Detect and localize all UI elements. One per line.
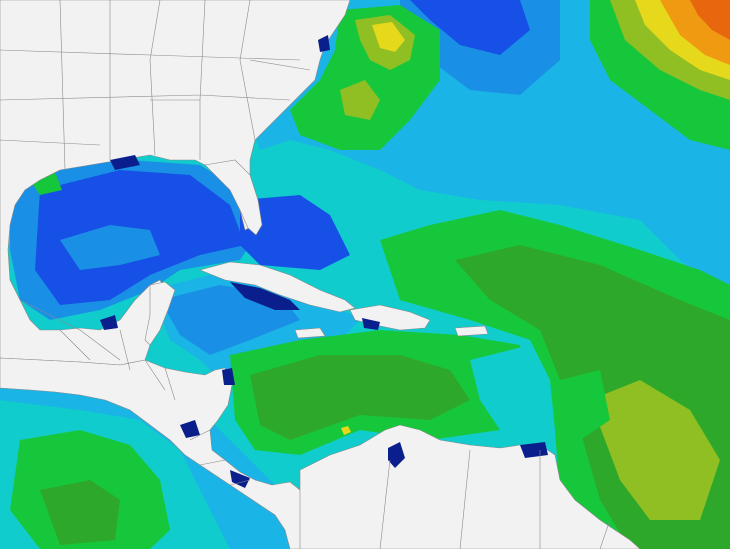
border-lines-south-america (379, 449, 611, 549)
land-puerto-rico (454, 325, 489, 337)
atlantic-deep-blue-north (410, 0, 530, 55)
shelf-yucatan-west (100, 315, 118, 330)
central-atlantic-green-2 (560, 370, 610, 440)
shelf-cuba-south (230, 282, 300, 310)
land-florida (204, 159, 263, 236)
land-jamaica (294, 327, 326, 339)
central-atlantic-yg (590, 380, 720, 520)
bahamas-blue (240, 195, 350, 270)
storm-red-orange (690, 0, 730, 40)
coastal-yellow (372, 22, 405, 52)
carib-yellow-dot (341, 426, 351, 435)
shelf-gulf-north (110, 155, 140, 170)
shelf-venezuela-lake (388, 442, 405, 468)
border-lines-central-america (189, 429, 251, 486)
carib-mid-green (250, 355, 470, 440)
border-lines-mexico (19, 299, 176, 401)
shelf-belize (222, 368, 235, 385)
coastal-deep-blue (100, 35, 548, 488)
political-borders (0, 0, 611, 549)
coastal-yg-2 (340, 80, 380, 120)
shelf-hispaniola-west (362, 318, 380, 330)
gulf-mid-blue-inner (60, 225, 160, 270)
land-yucatan (144, 281, 176, 346)
land-cuba (199, 261, 356, 313)
carib-cyan-east (470, 345, 545, 430)
shelf-panama (230, 470, 250, 488)
land-layer (0, 0, 641, 549)
border-lines-us (0, 0, 311, 171)
shelf-chesapeake (318, 35, 330, 52)
shelf-orinoco (520, 442, 548, 458)
pacific-mid-green (40, 480, 120, 545)
shelf-honduras (180, 420, 200, 438)
